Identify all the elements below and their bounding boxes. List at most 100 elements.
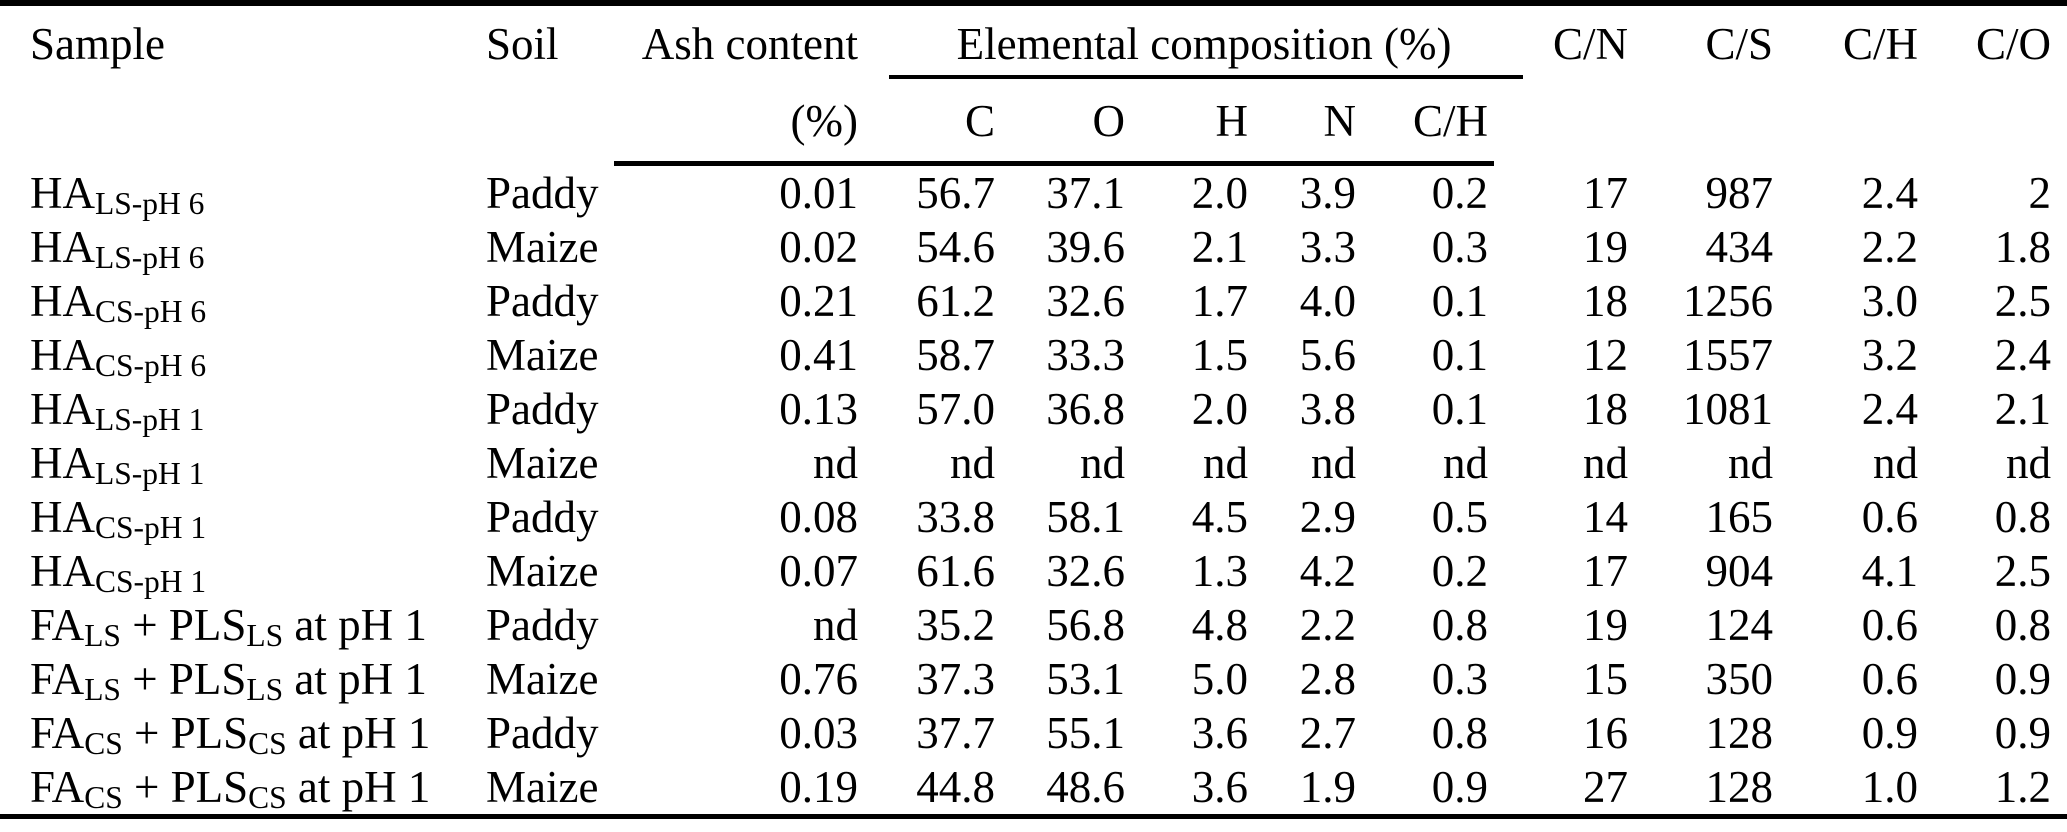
soil-cell: Paddy bbox=[486, 384, 599, 434]
value-cell: 0.2 bbox=[1431, 168, 1489, 218]
value-cell: 4.5 bbox=[1191, 492, 1248, 542]
sample-cell: HACS-pH 1 bbox=[30, 492, 207, 546]
value-cell: 2.8 bbox=[1299, 654, 1356, 704]
value-cell: 19 bbox=[1583, 600, 1629, 650]
col-subheader-ch: C/H bbox=[1362, 79, 1495, 166]
col-header-cn-ratio: C/N bbox=[1553, 19, 1629, 69]
value-cell: 3.0 bbox=[1861, 276, 1919, 326]
value-cell: 12 bbox=[1583, 330, 1629, 380]
value-cell: 3.6 bbox=[1191, 762, 1248, 812]
sample-cell: HALS-pH 6 bbox=[30, 168, 205, 222]
sample-subscript: CS-pH 6 bbox=[95, 348, 207, 384]
value-cell: 0.1 bbox=[1431, 330, 1489, 380]
value-cell: 2.4 bbox=[1861, 384, 1919, 434]
value-cell: 16 bbox=[1583, 708, 1629, 758]
value-cell: 57.0 bbox=[916, 384, 995, 434]
value-cell: 0.19 bbox=[779, 762, 858, 812]
col-header-soil: Soil bbox=[486, 19, 559, 69]
sample-subscript: CS-pH 1 bbox=[95, 564, 207, 600]
value-cell: 2.9 bbox=[1299, 492, 1356, 542]
sample-cell: HALS-pH 6 bbox=[30, 222, 205, 276]
soil-cell: Maize bbox=[486, 330, 599, 380]
table-row: FALS + PLSLS at pH 1 Paddy nd 35.2 56.8 4.8 2.… bbox=[0, 598, 2067, 654]
value-cell: 128 bbox=[1705, 762, 1774, 812]
value-cell: 2 bbox=[2028, 168, 2052, 218]
elemental-group-underline bbox=[889, 75, 1524, 79]
value-cell: 18 bbox=[1583, 276, 1629, 326]
sample-subscript: LS-pH 1 bbox=[95, 456, 205, 492]
value-cell: 33.3 bbox=[1046, 330, 1125, 380]
sample-subscript: LS bbox=[246, 618, 284, 654]
value-cell: nd bbox=[813, 438, 858, 488]
value-cell: 0.08 bbox=[779, 492, 858, 542]
value-cell: 0.02 bbox=[779, 222, 858, 272]
value-cell: 2.4 bbox=[1994, 330, 2052, 380]
sample-subscript: LS bbox=[246, 672, 284, 708]
value-cell: 0.76 bbox=[779, 654, 858, 704]
value-cell: 0.8 bbox=[1994, 600, 2052, 650]
table-row: FALS + PLSLS at pH 1 Maize 0.76 37.3 53.1 5.0… bbox=[0, 652, 2067, 708]
value-cell: 2.0 bbox=[1191, 384, 1248, 434]
value-cell: 0.8 bbox=[1994, 492, 2052, 542]
col-group-elemental-composition: Elemental composition (%) bbox=[864, 6, 1524, 79]
value-cell: 2.0 bbox=[1191, 168, 1248, 218]
value-cell: nd bbox=[1203, 438, 1248, 488]
col-subheader-c: C bbox=[864, 79, 1001, 166]
value-cell: 0.3 bbox=[1431, 654, 1489, 704]
value-cell: 48.6 bbox=[1046, 762, 1125, 812]
value-cell: 17 bbox=[1583, 168, 1629, 218]
value-cell: 58.1 bbox=[1046, 492, 1125, 542]
soil-cell: Paddy bbox=[486, 492, 599, 542]
value-cell: 14 bbox=[1583, 492, 1629, 542]
value-cell: 2.5 bbox=[1994, 276, 2052, 326]
sample-subscript: CS-pH 6 bbox=[95, 294, 207, 330]
value-cell: 0.9 bbox=[1431, 762, 1489, 812]
value-cell: 2.4 bbox=[1861, 168, 1919, 218]
value-cell: 1256 bbox=[1683, 276, 1774, 326]
soil-cell: Paddy bbox=[486, 168, 599, 218]
value-cell: 0.1 bbox=[1431, 384, 1489, 434]
table-row: HACS-pH 6 Paddy 0.21 61.2 32.6 1.7 4.0 0.1 18 125… bbox=[0, 274, 2067, 330]
value-cell: 5.6 bbox=[1299, 330, 1356, 380]
value-cell: 3.3 bbox=[1299, 222, 1356, 272]
value-cell: 165 bbox=[1705, 492, 1774, 542]
value-cell: 2.7 bbox=[1299, 708, 1356, 758]
value-cell: nd bbox=[1728, 438, 1774, 488]
sample-cell: FALS + PLSLS at pH 1 bbox=[30, 654, 427, 708]
value-cell: 1.5 bbox=[1191, 330, 1248, 380]
value-cell: 1557 bbox=[1683, 330, 1774, 380]
value-cell: 0.01 bbox=[779, 168, 858, 218]
value-cell: nd bbox=[1311, 438, 1356, 488]
value-cell: 32.6 bbox=[1046, 546, 1125, 596]
value-cell: 0.9 bbox=[1994, 654, 2052, 704]
value-cell: 0.9 bbox=[1994, 708, 2052, 758]
value-cell: 18 bbox=[1583, 384, 1629, 434]
header-row-2: (%) C O H N C/H bbox=[0, 79, 2067, 166]
value-cell: 4.8 bbox=[1191, 600, 1248, 650]
value-cell: 1.3 bbox=[1191, 546, 1248, 596]
sample-cell: FACS + PLSCS at pH 1 bbox=[30, 708, 431, 762]
soil-cell: Maize bbox=[486, 762, 599, 812]
table-header: Sample Soil Ash content Elemental compos… bbox=[0, 6, 2067, 166]
soil-cell: Maize bbox=[486, 546, 599, 596]
value-cell: nd bbox=[813, 600, 858, 650]
value-cell: nd bbox=[950, 438, 995, 488]
table-row: FACS + PLSCS at pH 1 Maize 0.19 44.8 48.6 3.6… bbox=[0, 760, 2067, 815]
value-cell: 53.1 bbox=[1046, 654, 1125, 704]
value-cell: 61.6 bbox=[916, 546, 995, 596]
col-header-ch-ratio: C/H bbox=[1843, 19, 1919, 69]
table-row: HALS-pH 1 Maize nd nd nd nd nd nd nd nd nd nd bbox=[0, 436, 2067, 492]
value-cell: 44.8 bbox=[916, 762, 995, 812]
col-header-ash-unit: (%) bbox=[614, 79, 864, 166]
value-cell: 0.21 bbox=[779, 276, 858, 326]
soil-cell: Maize bbox=[486, 222, 599, 272]
value-cell: 17 bbox=[1583, 546, 1629, 596]
value-cell: 0.2 bbox=[1431, 546, 1489, 596]
value-cell: 55.1 bbox=[1046, 708, 1125, 758]
value-cell: 1081 bbox=[1683, 384, 1774, 434]
value-cell: 124 bbox=[1705, 600, 1774, 650]
value-cell: 58.7 bbox=[916, 330, 995, 380]
value-cell: 0.9 bbox=[1861, 708, 1919, 758]
col-subheader-o: O bbox=[1001, 79, 1131, 166]
